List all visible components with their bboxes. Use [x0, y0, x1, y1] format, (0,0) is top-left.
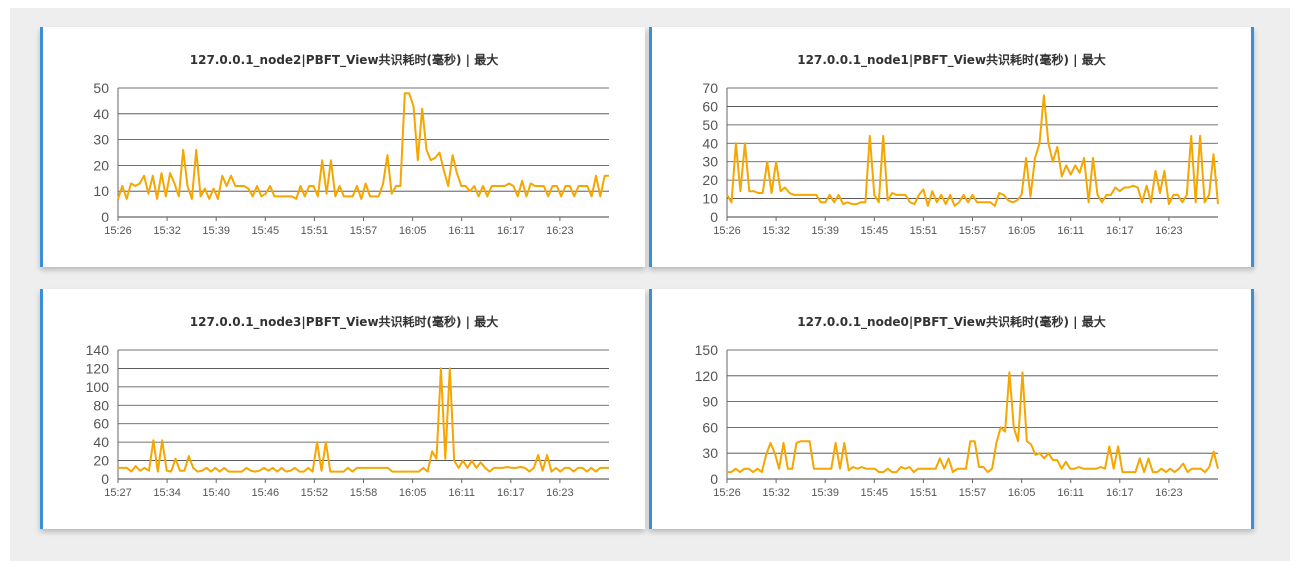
y-tick-label: 50	[93, 80, 109, 96]
x-tick-label: 16:05	[399, 225, 427, 237]
x-tick-label: 16:05	[1008, 225, 1036, 237]
y-tick-label: 0	[101, 471, 109, 487]
x-tick-label: 15:40	[202, 487, 230, 499]
y-tick-label: 20	[93, 453, 109, 469]
x-tick-label: 15:39	[811, 487, 839, 499]
x-tick-label: 15:45	[861, 225, 889, 237]
y-tick-label: 100	[86, 379, 110, 395]
y-tick-label: 0	[101, 209, 109, 225]
x-tick-label: 15:45	[861, 487, 889, 499]
x-tick-label: 15:45	[252, 225, 280, 237]
x-tick-label: 15:51	[301, 225, 329, 237]
x-tick-label: 15:58	[350, 487, 378, 499]
y-tick-label: 0	[710, 471, 718, 487]
y-tick-label: 50	[702, 117, 718, 133]
x-tick-label: 16:23	[546, 487, 574, 499]
x-tick-label: 16:05	[1008, 487, 1036, 499]
y-tick-label: 70	[702, 80, 718, 96]
series-line	[117, 92, 609, 200]
series-line	[727, 371, 1219, 474]
x-tick-label: 16:23	[1155, 487, 1183, 499]
x-tick-label: 16:11	[448, 225, 475, 237]
chart-panel-node1: 127.0.0.1_node1|PBFT_View共识耗时(毫秒) | 最大 0…	[649, 27, 1254, 267]
line-chart: 0 20 40 60 80 100 120 140 15:27 15:34 15:40 15:46 15…	[86, 342, 609, 499]
y-tick-label: 140	[86, 342, 110, 358]
x-tick-label: 16:17	[1106, 225, 1134, 237]
x-tick-label: 16:17	[497, 487, 525, 499]
y-tick-label: 80	[93, 397, 109, 413]
chart-title: 127.0.0.1_node2|PBFT_View共识耗时(毫秒) | 最大	[189, 53, 499, 67]
x-tick-label: 15:46	[252, 487, 280, 499]
x-tick-label: 16:17	[1106, 487, 1134, 499]
y-tick-label: 40	[702, 135, 718, 151]
x-tick-label: 15:39	[811, 225, 839, 237]
x-tick-label: 16:11	[448, 487, 475, 499]
x-tick-label: 16:17	[497, 225, 525, 237]
y-tick-label: 120	[86, 360, 110, 376]
x-tick-label: 15:39	[202, 225, 230, 237]
series-line	[726, 94, 1219, 207]
x-tick-label: 16:23	[546, 225, 574, 237]
x-tick-label: 15:57	[959, 487, 987, 499]
y-tick-label: 60	[93, 416, 109, 432]
y-tick-label: 60	[702, 98, 718, 114]
x-tick-label: 15:57	[959, 225, 987, 237]
line-chart: 0 10 20 30 40 50 15:26 15:32 15:39 15:45 15:51 15:5…	[93, 80, 609, 237]
x-tick-label: 15:32	[762, 225, 790, 237]
chart-title: 127.0.0.1_node3|PBFT_View共识耗时(毫秒) | 最大	[189, 315, 499, 329]
y-tick-label: 10	[93, 183, 109, 199]
x-tick-label: 16:05	[399, 487, 427, 499]
y-tick-label: 20	[702, 172, 718, 188]
x-tick-label: 15:26	[713, 225, 741, 237]
x-tick-label: 15:34	[153, 487, 181, 499]
series-line	[118, 367, 609, 473]
y-tick-label: 30	[702, 154, 718, 170]
line-chart: 0 30 60 90 120 150 15:26 15:32 15:39 15:45 15:51 15…	[695, 342, 1219, 499]
chart-panel-node3: 127.0.0.1_node3|PBFT_View共识耗时(毫秒) | 最大 0…	[40, 289, 645, 529]
x-tick-label: 15:52	[301, 487, 329, 499]
y-tick-label: 90	[702, 394, 718, 410]
y-tick-label: 30	[93, 132, 109, 148]
x-tick-label: 15:26	[104, 225, 132, 237]
y-tick-label: 10	[702, 191, 718, 207]
x-tick-label: 15:51	[910, 225, 938, 237]
y-tick-label: 40	[93, 106, 109, 122]
dashboard-background: 127.0.0.1_node2|PBFT_View共识耗时(毫秒) | 最大 0…	[10, 8, 1290, 561]
y-tick-label: 0	[710, 209, 718, 225]
x-tick-label: 16:23	[1155, 225, 1183, 237]
y-tick-label: 120	[695, 368, 719, 384]
y-tick-label: 20	[93, 157, 109, 173]
x-tick-label: 15:32	[153, 225, 181, 237]
y-tick-label: 150	[695, 342, 719, 358]
x-tick-label: 16:11	[1057, 225, 1084, 237]
chart-panel-node2: 127.0.0.1_node2|PBFT_View共识耗时(毫秒) | 最大 0…	[40, 27, 645, 267]
chart-panel-node0: 127.0.0.1_node0|PBFT_View共识耗时(毫秒) | 最大 0…	[649, 289, 1254, 529]
line-chart: 0 10 20 30 40 50 60 70 15:26 15:32 15:39 15:45 15:51…	[702, 80, 1219, 237]
y-tick-label: 40	[93, 434, 109, 450]
chart-title: 127.0.0.1_node0|PBFT_View共识耗时(毫秒) | 最大	[797, 315, 1106, 329]
y-tick-label: 30	[702, 445, 718, 461]
x-tick-label: 15:57	[350, 225, 378, 237]
chart-title: 127.0.0.1_node1|PBFT_View共识耗时(毫秒) | 最大	[797, 53, 1106, 67]
x-tick-label: 15:32	[762, 487, 790, 499]
x-tick-label: 15:26	[713, 487, 741, 499]
x-tick-label: 15:51	[910, 487, 938, 499]
y-tick-label: 60	[702, 419, 718, 435]
x-tick-label: 16:11	[1057, 487, 1084, 499]
x-tick-label: 15:27	[104, 487, 132, 499]
